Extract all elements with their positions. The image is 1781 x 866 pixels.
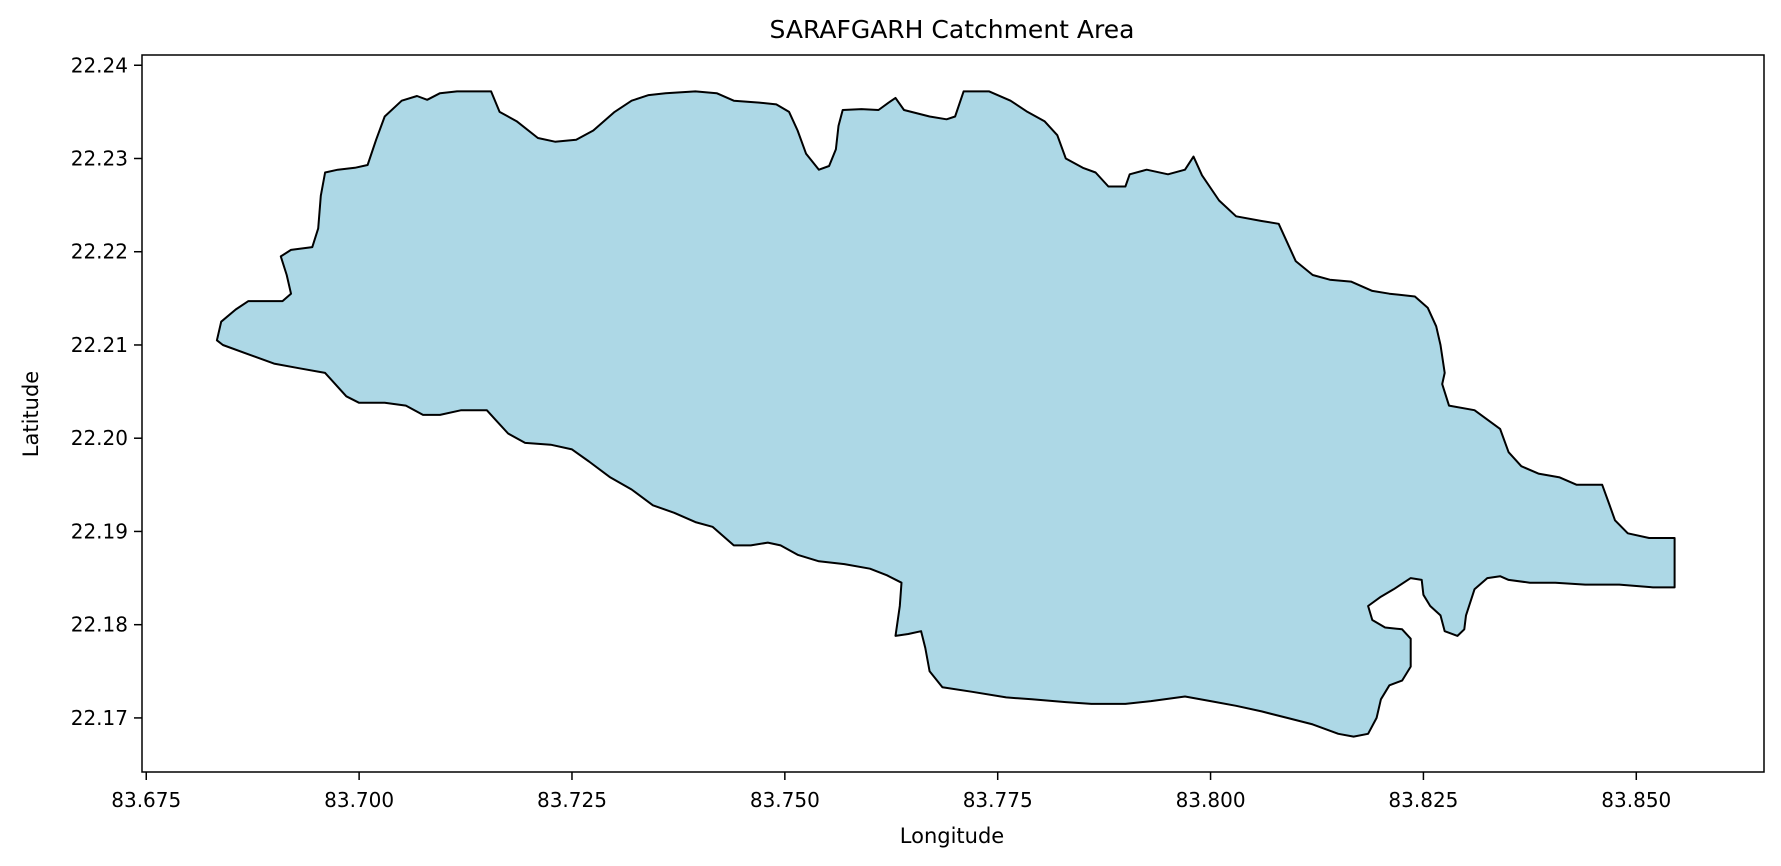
catchment-boundary <box>215 90 1676 738</box>
y-tick-label: 22.22 <box>71 240 128 264</box>
x-tick-label: 83.700 <box>324 788 394 812</box>
y-tick-label: 22.17 <box>71 706 128 730</box>
y-tick-label: 22.20 <box>71 426 128 450</box>
x-tick-label: 83.825 <box>1388 788 1458 812</box>
x-tick-label: 83.725 <box>537 788 607 812</box>
y-axis-label: Latitude <box>19 371 43 457</box>
plot-frame <box>141 54 1765 773</box>
chart-title: SARAFGARH Catchment Area <box>770 15 1135 44</box>
x-axis-label: Longitude <box>900 824 1004 848</box>
x-tick-label: 83.850 <box>1601 788 1671 812</box>
y-axis: 22.17 22.18 22.19 22.20 22.21 22.22 22.23 22.24 <box>71 53 142 730</box>
y-tick-label: 22.19 <box>71 519 128 543</box>
y-tick-label: 22.18 <box>71 613 128 637</box>
y-tick-label: 22.23 <box>71 146 128 170</box>
x-tick-label: 83.800 <box>1176 788 1246 812</box>
x-tick-label: 83.775 <box>963 788 1033 812</box>
x-tick-label: 83.750 <box>750 788 820 812</box>
x-tick-label: 83.675 <box>111 788 181 812</box>
map-layer <box>215 90 1676 738</box>
x-axis: 83.675 83.700 83.725 83.750 83.775 83.800 83.8… <box>111 772 1671 812</box>
y-tick-label: 22.21 <box>71 333 128 357</box>
y-tick-label: 22.24 <box>71 53 128 77</box>
